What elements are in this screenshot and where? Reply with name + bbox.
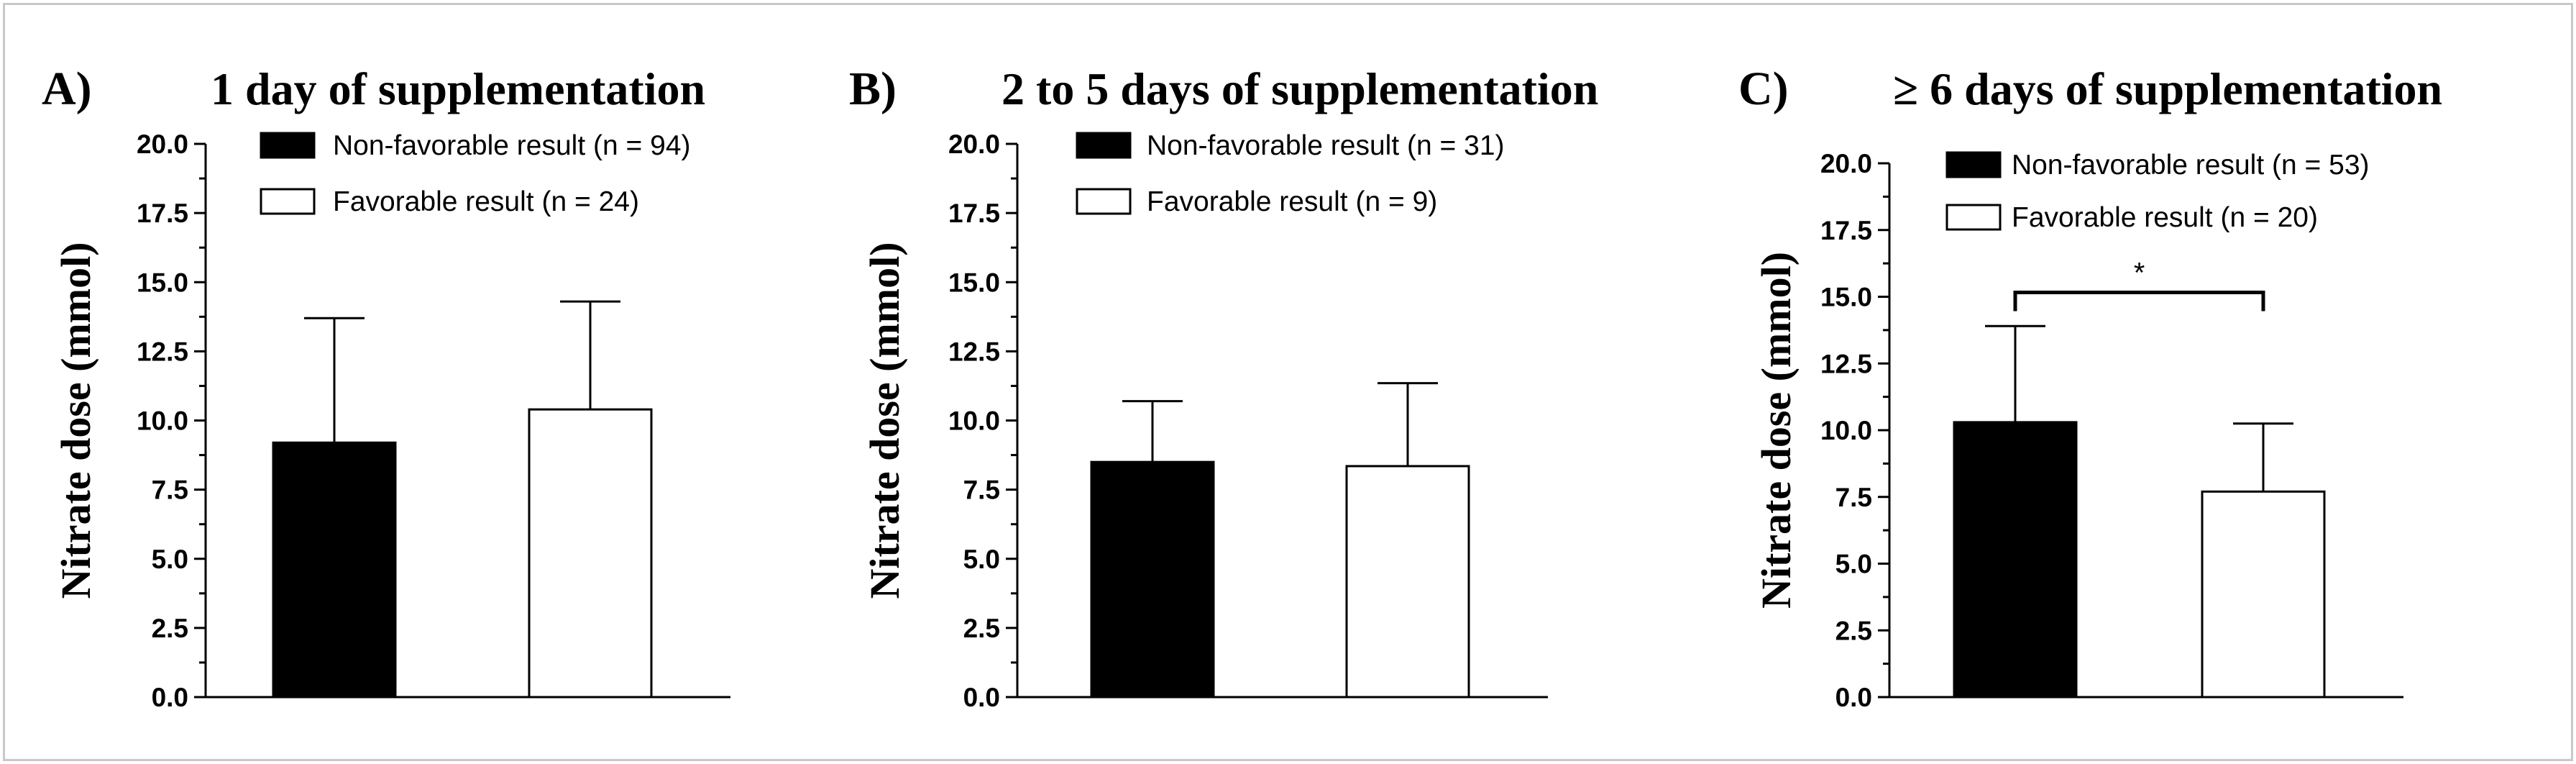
y-tick-label: 2.5 (1835, 616, 1872, 645)
legend-swatch (1945, 204, 2002, 231)
y-tick-label: 7.5 (963, 476, 1000, 505)
legend-swatch (260, 132, 316, 159)
y-tick-label: 15.0 (1820, 283, 1872, 312)
panel-letter: B) (849, 63, 897, 115)
chart-panel-3: C) ≥ 6 days of supplementation Nitrate dos… (1738, 63, 2442, 712)
panel-title: 1 day of supplementation (211, 63, 705, 114)
y-tick-label: 10.0 (137, 406, 188, 436)
y-tick-label: 2.5 (963, 614, 1000, 643)
legend-label: Non-favorable result (n = 53) (2012, 150, 2370, 181)
bar-favorable (528, 408, 653, 699)
significance-bracket (2013, 291, 2265, 311)
y-tick-label: 20.0 (1820, 149, 1872, 178)
y-tick-label: 20.0 (948, 129, 1000, 159)
y-tick-label: 15.0 (948, 268, 1000, 297)
y-tick-label: 5.0 (963, 545, 1000, 574)
chart-panel-1: A) 1 day of supplementation Nitrate dose (… (42, 63, 730, 712)
y-tick-label: 17.5 (137, 199, 188, 228)
y-tick-label: 15.0 (137, 268, 188, 297)
legend-swatch (1945, 151, 2002, 178)
y-tick-label: 2.5 (152, 614, 188, 643)
y-tick-label: 12.5 (137, 337, 188, 366)
legend-swatch (1076, 188, 1132, 215)
y-tick-label: 5.0 (152, 545, 188, 574)
y-tick-label: 0.0 (1835, 683, 1872, 712)
panel-letter: C) (1738, 63, 1789, 115)
y-axis-label: Nitrate dose (mmol) (1753, 252, 1800, 609)
y-tick-label: 20.0 (137, 129, 188, 159)
legend-label: Favorable result (n = 20) (2012, 202, 2318, 233)
panel-title: ≥ 6 days of supplementation (1893, 63, 2442, 114)
y-tick-label: 12.5 (1820, 349, 1872, 378)
y-tick-label: 12.5 (948, 337, 1000, 366)
bar-non-favorable (1090, 460, 1215, 699)
y-tick-label: 0.0 (963, 683, 1000, 712)
y-axis-label: Nitrate dose (mmol) (52, 242, 99, 599)
bar-non-favorable (272, 441, 397, 699)
significance-label: * (2134, 258, 2145, 289)
y-axis-label: Nitrate dose (mmol) (861, 242, 908, 599)
chart-panel-2: B) 2 to 5 days of supplementation Nitrate … (849, 63, 1598, 712)
panel-letter: A) (42, 63, 92, 115)
legend-label: Non-favorable result (n = 94) (333, 130, 691, 161)
legend-label: Favorable result (n = 9) (1147, 186, 1437, 217)
y-tick-label: 17.5 (1820, 216, 1872, 245)
y-tick-label: 0.0 (152, 683, 188, 712)
y-tick-label: 10.0 (1820, 416, 1872, 445)
y-tick-label: 7.5 (152, 476, 188, 505)
y-tick-label: 5.0 (1835, 550, 1872, 579)
y-tick-label: 17.5 (948, 199, 1000, 228)
legend-swatch (1076, 132, 1132, 159)
y-tick-label: 7.5 (1835, 483, 1872, 512)
bar-favorable (2201, 490, 2326, 699)
figure: A) 1 day of supplementation Nitrate dose (… (42, 63, 2442, 712)
panel-title: 2 to 5 days of supplementation (1001, 63, 1598, 114)
legend-label: Non-favorable result (n = 31) (1147, 130, 1505, 161)
y-tick-label: 10.0 (948, 406, 1000, 436)
bar-favorable (1345, 465, 1470, 699)
legend-label: Favorable result (n = 24) (333, 186, 639, 217)
figure-frame: A) 1 day of supplementation Nitrate dose (… (3, 3, 2573, 761)
bar-non-favorable (1953, 421, 2078, 699)
legend-swatch (260, 188, 316, 215)
